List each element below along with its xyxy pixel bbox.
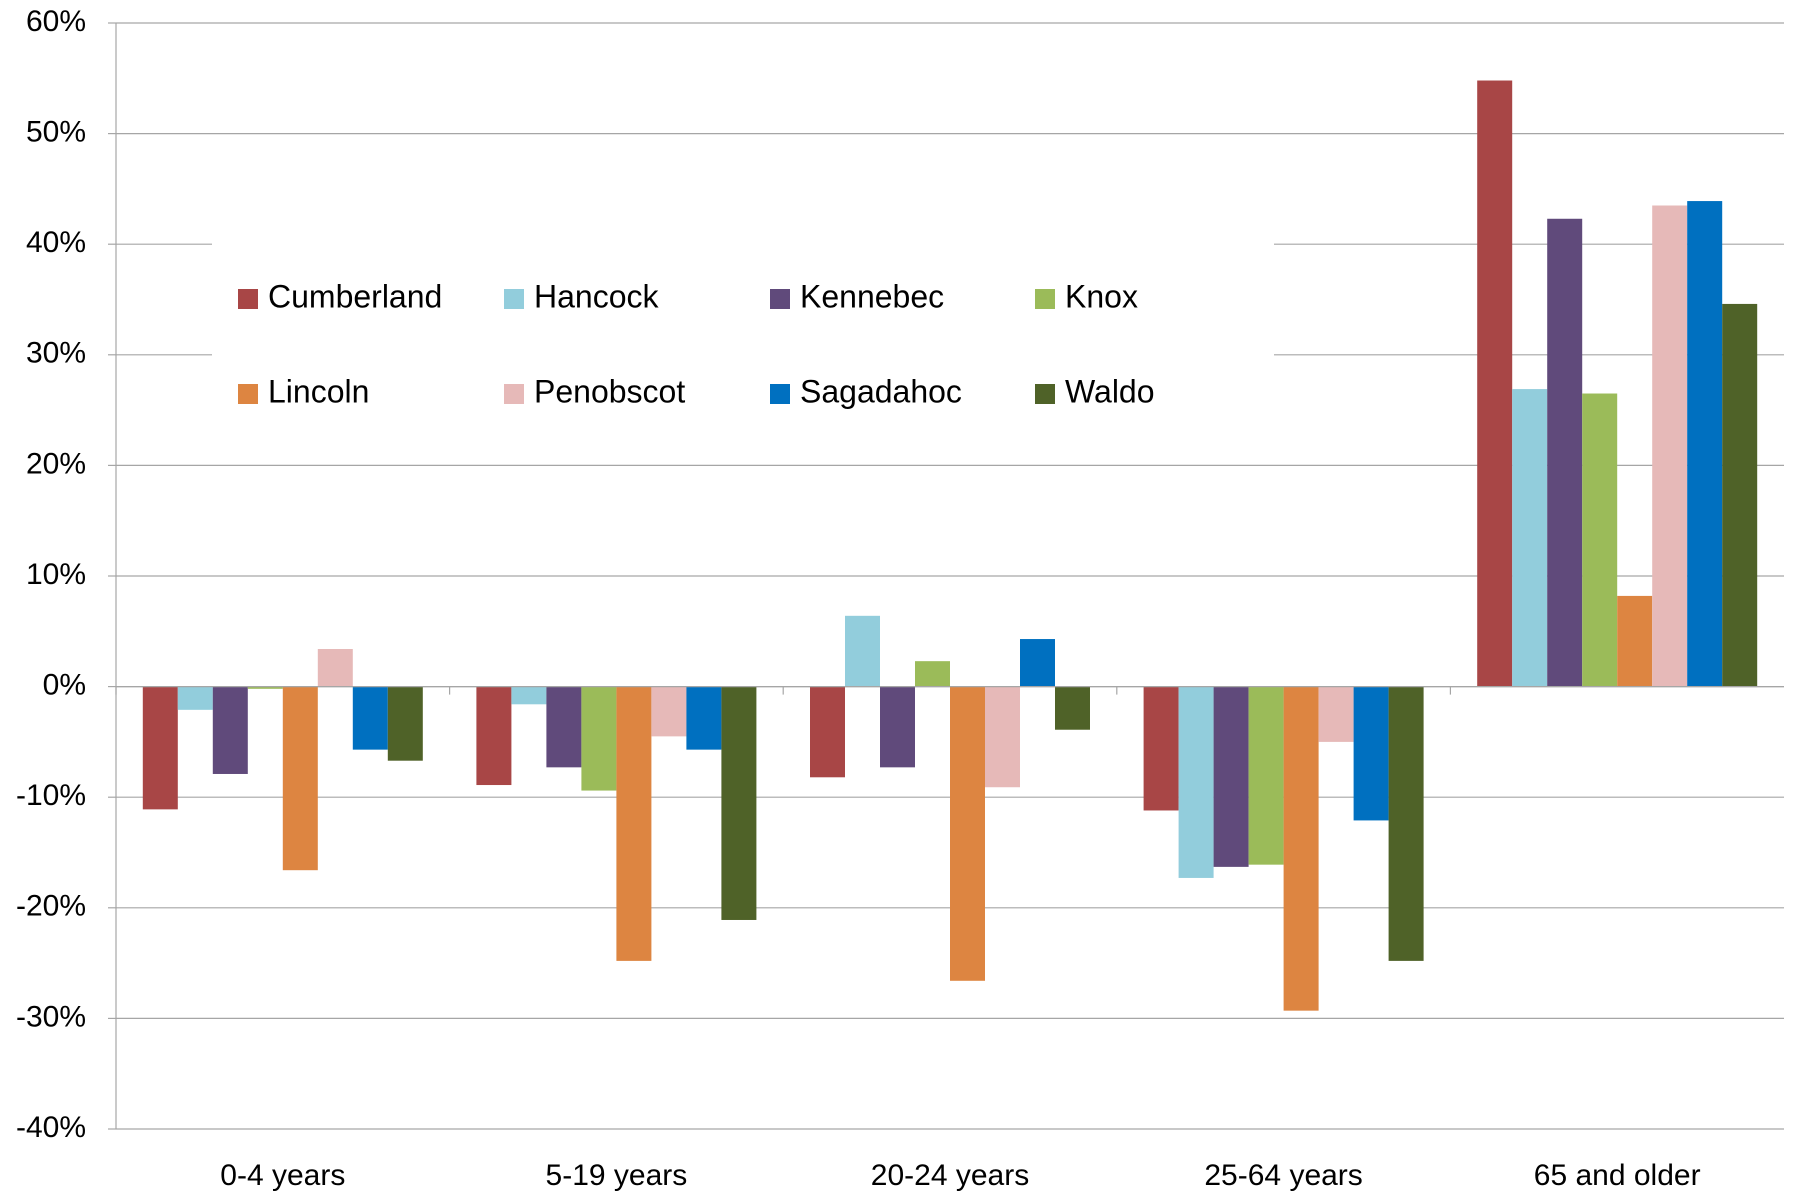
- bar: [212, 686, 248, 774]
- legend: Cumberland Hancock Kennebec Knox Lincoln Peno…: [212, 228, 1274, 456]
- bar: [1020, 639, 1055, 687]
- legend-swatch: [770, 289, 790, 309]
- bar: [546, 686, 582, 768]
- y-tick-label: 50%: [26, 116, 86, 149]
- legend-label: Knox: [1065, 278, 1138, 314]
- legend-label: Sagadahoc: [800, 373, 962, 409]
- bar: [511, 686, 547, 705]
- bar: [1722, 303, 1758, 687]
- bar: [317, 648, 353, 687]
- y-tick-label: -10%: [16, 779, 86, 812]
- bar: [880, 686, 915, 768]
- x-tick-label: 5-19 years: [546, 1159, 688, 1192]
- bar: [142, 686, 178, 810]
- bar: [352, 686, 388, 750]
- y-tick-label: 10%: [26, 558, 86, 591]
- legend-label: Cumberland: [268, 278, 442, 314]
- legend-swatch: [238, 384, 258, 404]
- bar: [177, 686, 213, 710]
- y-tick-label: -40%: [16, 1111, 86, 1144]
- legend-label: Lincoln: [268, 373, 369, 409]
- bar: [845, 615, 880, 687]
- legend-swatch: [238, 289, 258, 309]
- legend-label: Hancock: [534, 278, 660, 314]
- legend-swatch: [504, 289, 524, 309]
- legend-swatch: [770, 384, 790, 404]
- bar: [651, 686, 687, 737]
- y-tick-label: 30%: [26, 337, 86, 370]
- bar: [1547, 218, 1583, 687]
- y-tick-label: 0%: [43, 669, 86, 702]
- bar: [1213, 686, 1249, 867]
- bar: [1283, 686, 1319, 1011]
- bar: [282, 686, 318, 871]
- bar: [1617, 595, 1653, 687]
- bar: [1512, 389, 1548, 687]
- bar: [581, 686, 617, 791]
- bar: [1055, 686, 1090, 730]
- bar: [985, 686, 1020, 788]
- legend-swatch: [1035, 289, 1055, 309]
- legend-swatch: [1035, 384, 1055, 404]
- bar: [1248, 686, 1284, 865]
- y-tick-label: 40%: [26, 226, 86, 259]
- x-tick-label: 0-4 years: [220, 1159, 345, 1192]
- bar: [616, 686, 652, 961]
- bar: [1687, 201, 1723, 687]
- bar: [1178, 686, 1214, 878]
- bar: [1353, 686, 1389, 821]
- x-tick-label: 20-24 years: [871, 1159, 1029, 1192]
- bar: [915, 661, 950, 687]
- legend-label: Waldo: [1065, 373, 1155, 409]
- legend-swatch: [504, 384, 524, 404]
- y-tick-label: 20%: [26, 447, 86, 480]
- bar: [387, 686, 423, 761]
- y-tick-label: -30%: [16, 1000, 86, 1033]
- bar: [1652, 205, 1688, 687]
- legend-box: [212, 228, 1274, 456]
- y-tick-label: -20%: [16, 890, 86, 923]
- bar: [476, 686, 512, 786]
- bar: [950, 686, 985, 981]
- x-tick-label: 65 and older: [1534, 1159, 1701, 1192]
- legend-label: Penobscot: [534, 373, 685, 409]
- bar: [810, 686, 845, 778]
- legend-label: Kennebec: [800, 278, 944, 314]
- bar: [686, 686, 722, 750]
- bar: [1318, 686, 1354, 742]
- bar: [247, 686, 283, 689]
- x-tick-label: 25-64 years: [1204, 1159, 1362, 1192]
- bar: [1582, 393, 1618, 687]
- bar: [721, 686, 757, 920]
- y-tick-label: 60%: [26, 5, 86, 38]
- bar: [1477, 80, 1513, 687]
- bar: [1388, 686, 1424, 961]
- bar: [1143, 686, 1179, 811]
